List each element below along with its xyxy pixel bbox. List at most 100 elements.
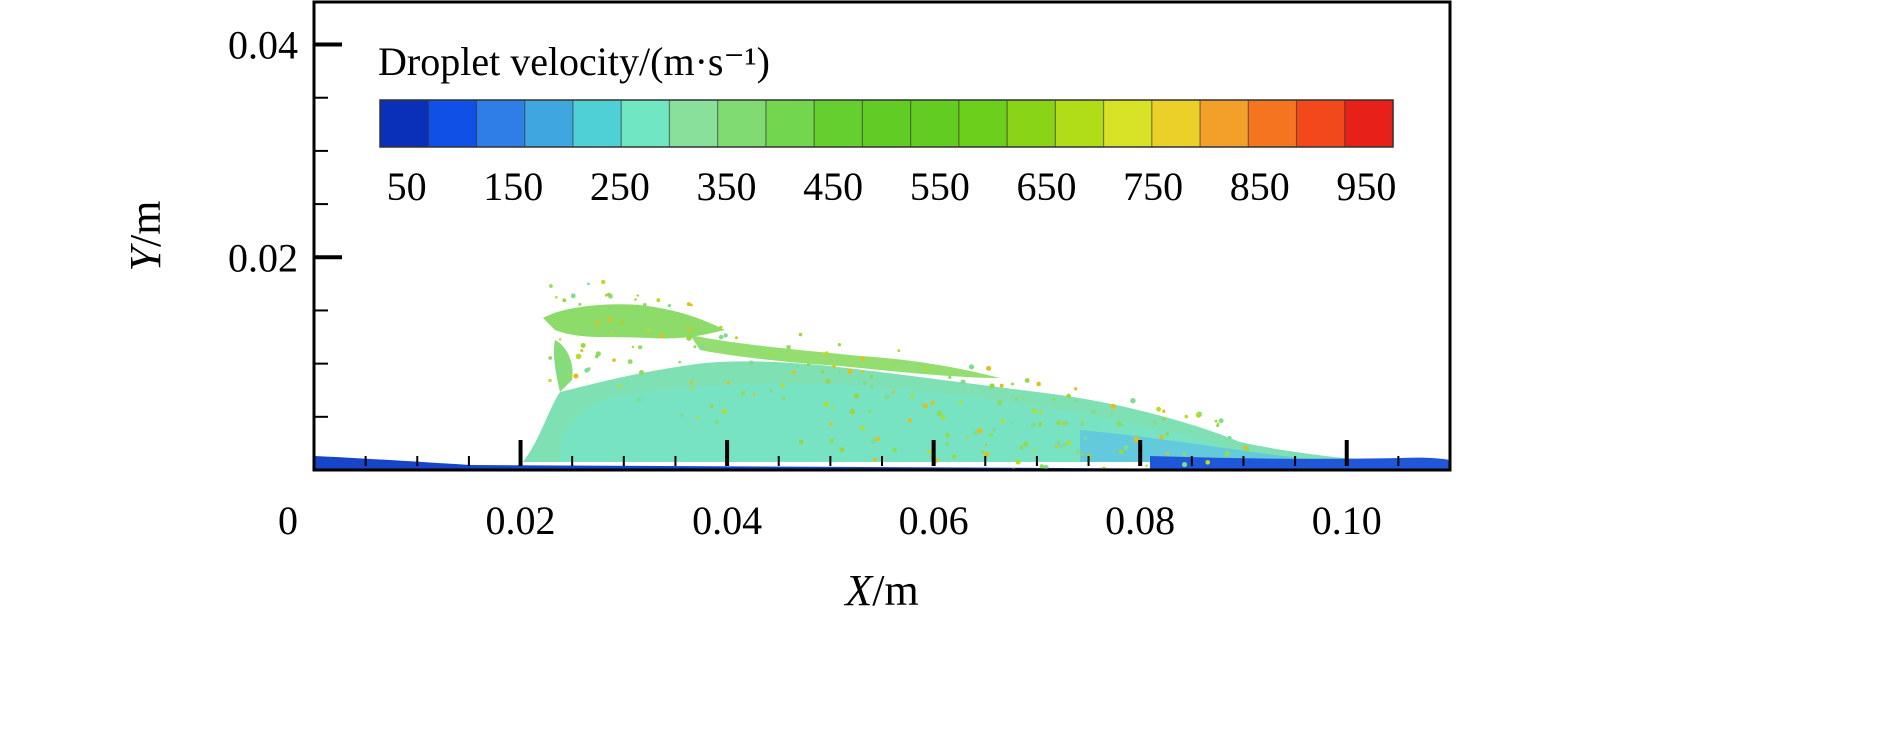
droplet-dot	[897, 349, 901, 353]
droplet-dot	[981, 450, 985, 454]
colorbar-segment	[717, 100, 767, 147]
droplet-dot	[1039, 464, 1044, 469]
droplet-dot	[894, 359, 898, 363]
droplet-dot	[847, 368, 853, 375]
colorbar-segment	[1296, 100, 1346, 147]
droplet-dot	[907, 418, 913, 423]
droplet-dot	[1079, 421, 1085, 427]
droplet-dot	[686, 327, 691, 332]
droplet-dot	[944, 441, 950, 447]
droplet-dot	[1013, 481, 1017, 485]
droplet-dot	[1132, 481, 1137, 486]
droplet-dot	[638, 370, 645, 376]
droplet-dot	[1025, 477, 1028, 480]
colorbar-segment	[910, 100, 960, 147]
droplet-dot	[1159, 434, 1164, 440]
droplet-dot	[837, 343, 841, 347]
droplet-dot	[806, 362, 811, 367]
x-tick-label: 0.06	[899, 498, 969, 543]
droplet-dot	[1165, 432, 1170, 436]
droplet-dot	[791, 370, 796, 375]
droplet-dot	[1140, 480, 1144, 484]
droplet-dot	[679, 413, 684, 418]
droplet-dot	[1066, 440, 1072, 446]
wall-marks	[364, 440, 1400, 466]
droplet-dot	[820, 369, 825, 374]
droplet-dot	[1069, 495, 1073, 499]
droplet-dot	[925, 365, 930, 371]
x-axis: 0 0.02 0.04 0.06 0.08 0.10	[278, 498, 1382, 543]
droplet-dot	[636, 294, 640, 297]
droplet-dot	[690, 386, 694, 390]
droplet-dot	[1162, 409, 1166, 413]
x-tick-label: 0.10	[1312, 498, 1382, 543]
droplet-dot	[1014, 397, 1019, 401]
droplet-dot	[824, 351, 829, 356]
droplet-dot	[875, 436, 880, 442]
droplet-dot	[1038, 410, 1043, 414]
droplet-dot	[1092, 480, 1096, 484]
droplet-dot	[769, 388, 774, 393]
plot-frame	[312, 0, 1452, 472]
droplet-dot	[1156, 406, 1162, 412]
droplet-dot	[1130, 398, 1136, 404]
x-tick-label: 0.02	[486, 498, 556, 543]
droplet-dot	[1152, 420, 1158, 426]
y-axis: 0.02 0.04	[228, 23, 342, 418]
colorbar-tick-label: 650	[1016, 164, 1076, 209]
droplet-dot	[1056, 488, 1059, 491]
droplet-dot	[997, 399, 1003, 406]
colorbar-segment	[1151, 100, 1201, 147]
droplet-dot	[667, 303, 672, 308]
droplet-dot	[869, 374, 874, 379]
droplet-dot	[1056, 440, 1061, 446]
colorbar-tick-label: 250	[590, 164, 650, 209]
droplet-dot	[1216, 481, 1220, 485]
droplet-dot	[1209, 502, 1213, 506]
droplet-dot	[1034, 483, 1037, 486]
droplet-dot	[1116, 421, 1122, 427]
droplet-dot	[578, 302, 582, 306]
colorbar-tick-label: 350	[697, 164, 757, 209]
droplet-dot	[562, 298, 567, 303]
droplet-dot	[709, 404, 714, 408]
droplet-dot	[748, 360, 754, 366]
droplet-dot	[1177, 505, 1180, 508]
droplet-dot	[1024, 378, 1030, 383]
droplet-dot	[870, 438, 877, 444]
plume-stem-region	[553, 340, 573, 392]
droplet-dot	[1066, 393, 1071, 399]
droplet-dot	[1182, 452, 1187, 457]
droplet-dot	[780, 394, 787, 401]
droplet-dot	[1087, 502, 1092, 507]
droplet-dot	[696, 415, 700, 419]
droplet-dot	[959, 400, 963, 405]
droplet-dot	[995, 478, 997, 480]
droplet-dot	[1194, 493, 1198, 497]
droplet-dot	[678, 360, 682, 364]
droplet-dot	[642, 303, 647, 307]
droplet-dot	[989, 433, 993, 438]
droplet-dot	[829, 422, 833, 426]
droplet-dot	[659, 333, 665, 339]
droplet-dot	[742, 390, 746, 394]
droplet-dot	[948, 375, 952, 379]
droplet-dot	[1220, 495, 1225, 500]
colorbar-tick-label: 150	[483, 164, 543, 209]
droplet-dot	[1083, 436, 1088, 440]
droplet-dot	[869, 385, 874, 390]
droplet-dot	[1162, 417, 1166, 421]
droplet-dot	[647, 328, 652, 333]
plume-tail-region	[690, 335, 1000, 378]
droplet-dot	[555, 296, 558, 299]
droplet-dot	[965, 436, 969, 439]
droplet-dot	[587, 282, 590, 286]
droplet-dot	[1110, 403, 1116, 410]
droplet-dot	[610, 331, 614, 335]
droplet-dot	[1133, 436, 1140, 443]
droplet-dot	[1237, 477, 1240, 480]
droplet-dot	[891, 390, 895, 394]
droplet-dot	[1010, 421, 1014, 425]
colorbar-segments	[380, 100, 1394, 147]
droplet-dot	[1080, 453, 1084, 456]
